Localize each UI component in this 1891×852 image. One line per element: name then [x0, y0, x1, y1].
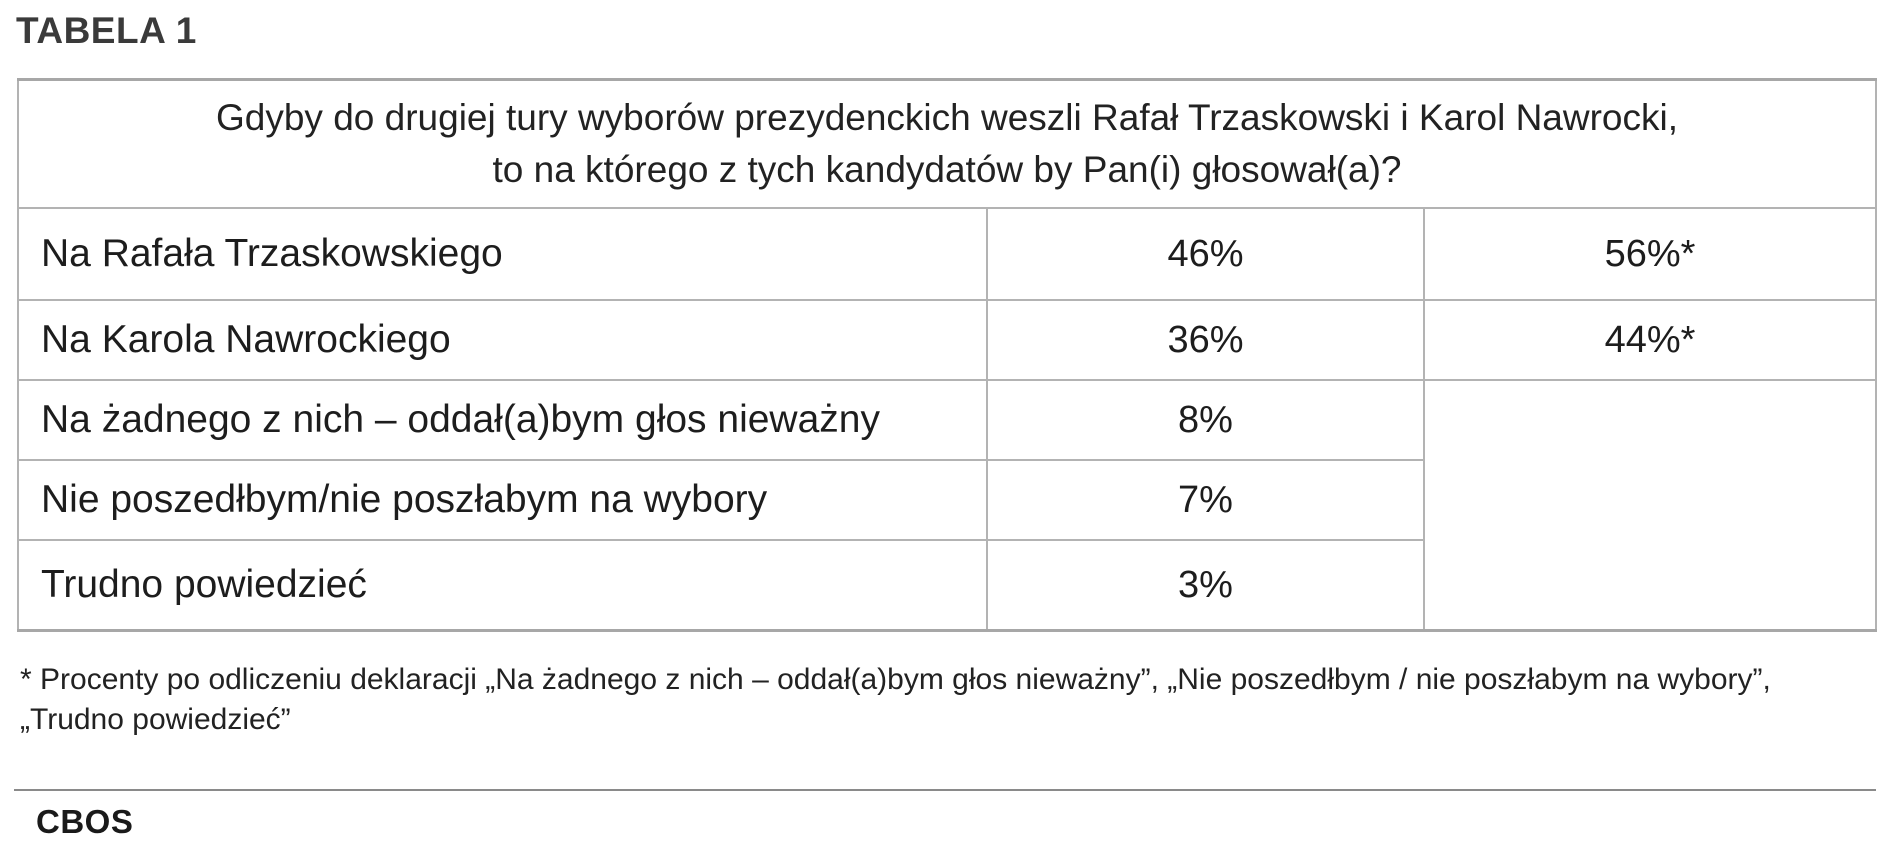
row-adjusted-value: 44%* [1423, 299, 1877, 381]
question-row: Gdyby do drugiej tury wyborów prezydenck… [17, 78, 1877, 209]
row-value: 3% [986, 539, 1425, 632]
question-line-1: Gdyby do drugiej tury wyborów prezydenck… [215, 97, 1679, 138]
table-row: Trudno powiedzieć 3% [17, 539, 1876, 632]
table-row: Na żadnego z nich – oddał(a)bym głos nie… [17, 379, 1877, 632]
row-label: Nie poszedłbym/nie poszłabym na wybory [17, 459, 988, 541]
row-value: 46% [986, 207, 1425, 301]
table-title: TABELA 1 [16, 10, 197, 51]
question-line-2: to na którego z tych kandydatów by Pan(i… [492, 149, 1402, 190]
row-adjusted-value: 56%* [1423, 207, 1877, 301]
results-table: Gdyby do drugiej tury wyborów prezydenck… [17, 78, 1877, 632]
source-logo: CBOS [36, 803, 134, 840]
row-value: 8% [986, 379, 1425, 461]
row-label: Na Karola Nawrockiego [17, 299, 988, 381]
row-value: 7% [986, 459, 1425, 541]
divider [14, 789, 1876, 791]
question-cell: Gdyby do drugiej tury wyborów prezydenck… [17, 78, 1877, 209]
table-row: Nie poszedłbym/nie poszłabym na wybory 7… [17, 459, 1876, 541]
row-label: Trudno powiedzieć [17, 539, 988, 632]
empty-merged-cell [1423, 379, 1877, 632]
footnote: * Procenty po odliczeniu deklaracji „Na … [20, 663, 1771, 736]
row-label: Na żadnego z nich – oddał(a)bym głos nie… [17, 379, 988, 461]
row-label: Na Rafała Trzaskowskiego [17, 207, 988, 301]
table-row: Na Rafała Trzaskowskiego 46% 56%* [17, 207, 1877, 301]
row-value: 36% [986, 299, 1425, 381]
table-row: Na Karola Nawrockiego 36% 44%* [17, 299, 1877, 381]
